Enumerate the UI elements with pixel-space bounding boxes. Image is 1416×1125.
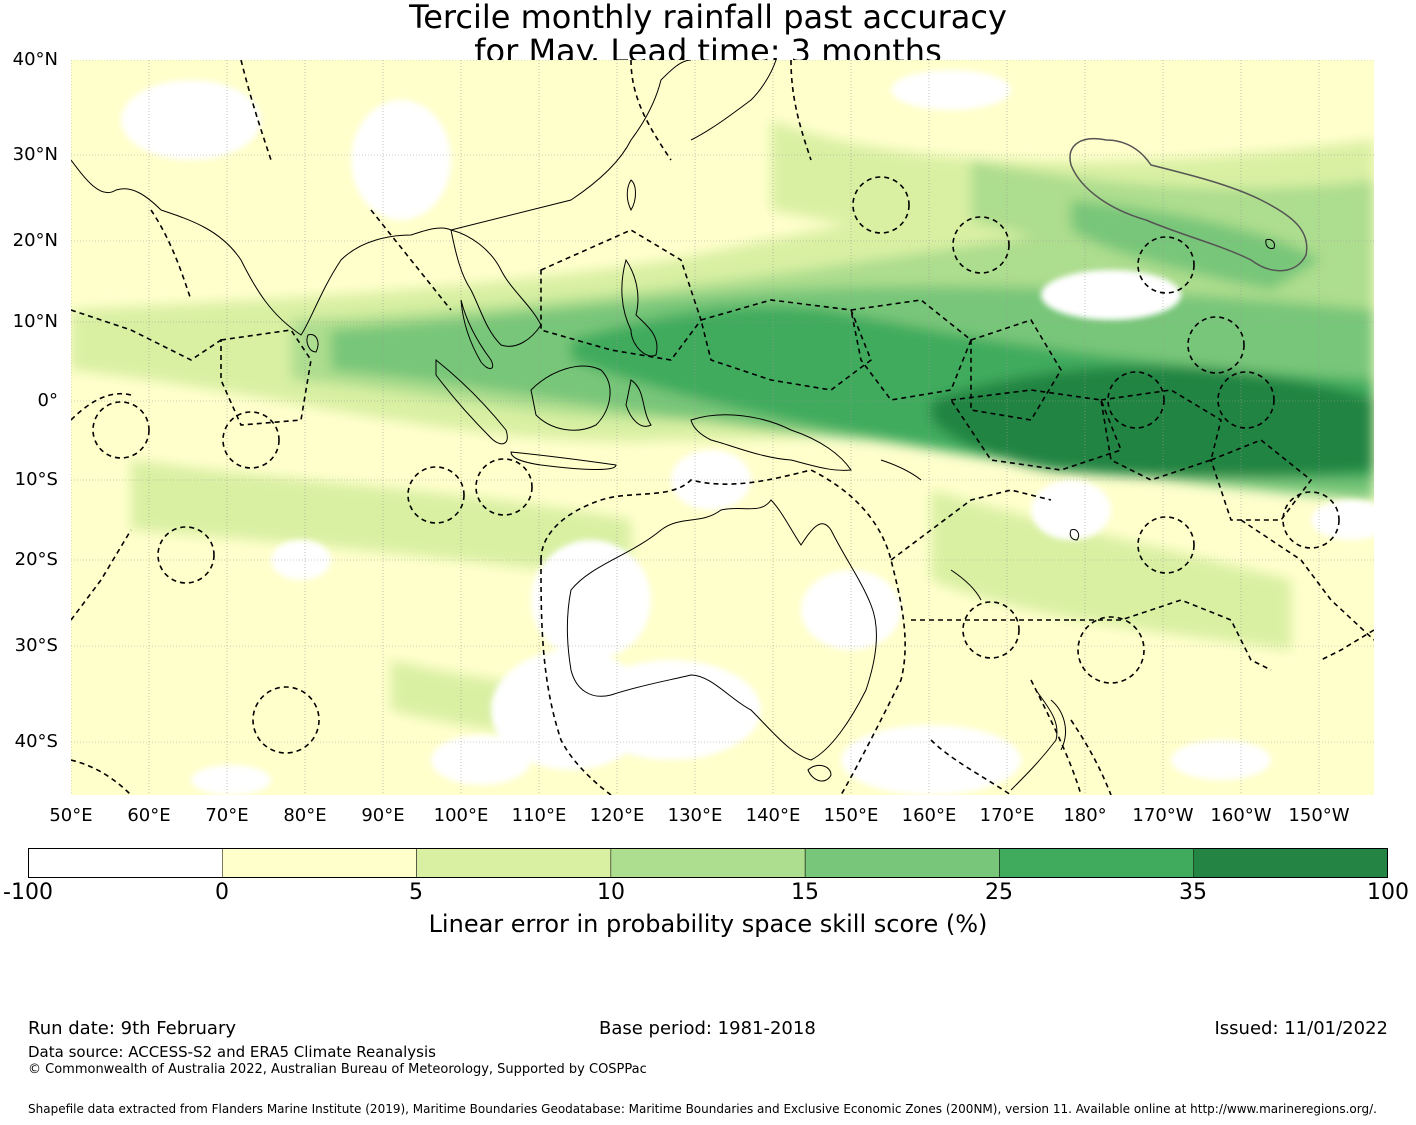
colorbar-segment: [416, 848, 612, 878]
lat-label-10s: 10°S: [14, 469, 58, 490]
lon-label-150e: 150°E: [823, 805, 879, 826]
graticule: [71, 60, 1374, 795]
run-date: Run date: 9th February: [28, 1018, 237, 1039]
colorbar-segment: [222, 848, 417, 878]
colorbar-segment: [610, 848, 806, 878]
lon-label-70e: 70°E: [205, 805, 249, 826]
colorbar-tick: 100: [1367, 880, 1409, 905]
lon-label-160e: 160°E: [901, 805, 957, 826]
colorbar-border: [28, 848, 1388, 878]
lon-label-130e: 130°E: [667, 805, 723, 826]
lon-label-110e: 110°E: [511, 805, 567, 826]
colorbar-segment: [28, 848, 223, 878]
lat-label-0: 0°: [37, 390, 58, 411]
issued-date: Issued: 11/01/2022: [1214, 1018, 1388, 1039]
lon-label-120e: 120°E: [589, 805, 645, 826]
colorbar-tick: 35: [1179, 880, 1207, 905]
lon-label-90e: 90°E: [361, 805, 405, 826]
colorbar-label: Linear error in probability space skill …: [428, 910, 988, 938]
skill-map: [71, 60, 1374, 795]
skill-field: [71, 60, 1374, 795]
lon-label-160w: 160°W: [1210, 805, 1272, 826]
lon-label-60e: 60°E: [127, 805, 171, 826]
lon-label-170e: 170°E: [979, 805, 1035, 826]
lon-label-50e: 50°E: [49, 805, 93, 826]
colorbar-tick: 25: [985, 880, 1013, 905]
lon-label-150w: 150°W: [1288, 805, 1350, 826]
lat-label-40n: 40°N: [12, 49, 58, 70]
lat-label-30n: 30°N: [12, 144, 58, 165]
lat-label-20s: 20°S: [14, 549, 58, 570]
colorbar-tick: 5: [409, 880, 423, 905]
lat-label-20n: 20°N: [12, 230, 58, 251]
colorbar-segment: [999, 848, 1194, 878]
shapefile-credit: Shapefile data extracted from Flanders M…: [28, 1102, 1377, 1116]
lat-label-30s: 30°S: [14, 635, 58, 656]
lon-label-100e: 100°E: [433, 805, 489, 826]
colorbar-segment: [804, 848, 1000, 878]
hawaii-eez-outline: [1069, 138, 1308, 272]
coastlines: [71, 60, 1275, 791]
colorbar-segment: [1193, 848, 1388, 878]
eez-boundaries: [71, 60, 1374, 795]
colorbar-tick: 0: [215, 880, 229, 905]
map-title: Tercile monthly rainfall past accuracy f…: [0, 0, 1416, 68]
data-source: Data source: ACCESS-S2 and ERA5 Climate …: [28, 1043, 436, 1061]
colorbar-tick: -100: [3, 880, 53, 905]
base-period: Base period: 1981-2018: [599, 1018, 816, 1039]
copyright: © Commonwealth of Australia 2022, Austra…: [28, 1062, 647, 1077]
colorbar-tick: 10: [597, 880, 625, 905]
lon-label-170w: 170°W: [1132, 805, 1194, 826]
lat-label-40s: 40°S: [14, 731, 58, 752]
lon-label-140e: 140°E: [745, 805, 801, 826]
colorbar: [28, 848, 1388, 878]
lat-label-10n: 10°N: [12, 311, 58, 332]
lon-label-180: 180°: [1063, 805, 1107, 826]
lon-label-80e: 80°E: [283, 805, 327, 826]
colorbar-tick: 15: [791, 880, 819, 905]
title-line-1: Tercile monthly rainfall past accuracy: [409, 0, 1007, 36]
